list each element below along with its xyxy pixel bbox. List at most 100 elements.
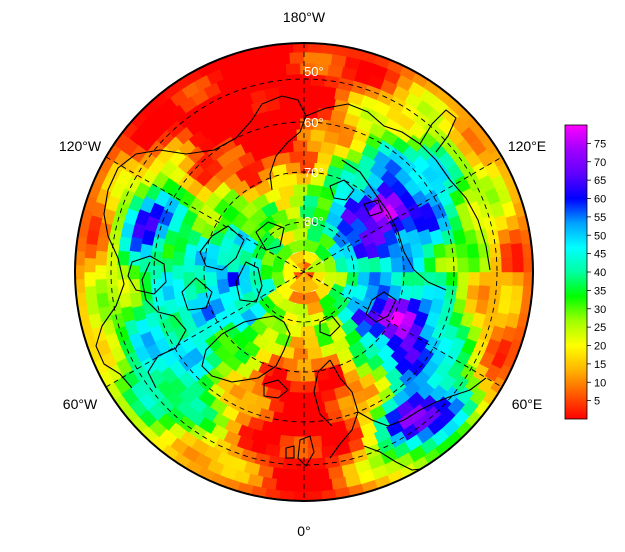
coastline-greenland: [201, 315, 291, 383]
colorbar-tick-label: 70: [594, 157, 606, 169]
field-cell: [479, 271, 492, 287]
field-cell: [300, 414, 316, 427]
colorbar-tick-label: 75: [594, 138, 606, 150]
field-cell: [390, 256, 404, 273]
field-cell: [292, 183, 309, 196]
colorbar-tick-label: 15: [594, 359, 606, 371]
field-cell: [468, 257, 481, 273]
field-cell: [288, 194, 305, 208]
coastline-kamchatka: [419, 109, 457, 153]
field-cell: [307, 84, 323, 98]
lat-label-60: 60°: [304, 115, 324, 130]
field-cell: [278, 84, 295, 98]
colorbar-tick-label: 65: [594, 175, 606, 187]
field-cell: [307, 446, 323, 460]
colorbar-ramp: [564, 124, 588, 420]
coastline-alaska: [251, 95, 307, 191]
field-cell: [317, 478, 334, 492]
field-cell: [477, 285, 491, 302]
field-cell: [310, 128, 327, 142]
field-cell: [160, 271, 174, 287]
field-cell: [281, 73, 298, 87]
field-cell: [84, 242, 98, 259]
field-cell: [523, 257, 533, 273]
field-cell: [501, 271, 514, 287]
field-cell: [501, 257, 514, 273]
field-cell: [281, 457, 298, 471]
field-cell: [94, 264, 107, 280]
field-cell: [446, 271, 459, 287]
lat-label-70: 70°: [304, 165, 324, 180]
field-cell: [289, 51, 305, 64]
field-cell: [457, 257, 470, 273]
field-cell: [488, 242, 502, 259]
colorbar-tick-label: 45: [594, 249, 606, 261]
field-cell: [488, 285, 502, 302]
field-cell: [510, 242, 524, 259]
field-cell: [512, 257, 525, 273]
lon-label-right-upper: 120°E: [508, 138, 546, 154]
colorbar: 75 70 65 60 55 50 45 40 35 30 25 20 15 10 5: [564, 124, 606, 420]
field-cell: [285, 117, 301, 131]
field-cell: [510, 285, 524, 302]
field-cell: [446, 257, 459, 273]
colorbar-tick-label: 10: [594, 377, 606, 389]
lon-label-right-lower: 60°E: [512, 396, 543, 412]
field-cell: [306, 139, 323, 153]
colorbar-ticks: 75 70 65 60 55 50 45 40 35 30 25 20 15 10 5: [587, 138, 606, 408]
colorbar-tick-label: 30: [594, 304, 606, 316]
field-cell: [182, 257, 196, 273]
field-cell: [423, 257, 437, 273]
field-cell: [292, 392, 308, 405]
field-cell: [94, 250, 108, 266]
field-cell: [477, 242, 491, 259]
graticule: [105, 43, 503, 501]
field-cell: [379, 271, 393, 288]
field-cell: [285, 468, 301, 482]
colorbar-tick-label: 55: [594, 212, 606, 224]
field-cell: [204, 271, 218, 288]
field-cell: [306, 183, 323, 198]
field-cell: [260, 263, 272, 281]
field-cell: [285, 62, 301, 76]
field-cell: [466, 243, 480, 259]
field-cell: [278, 434, 295, 449]
field-cell: [306, 346, 323, 361]
field-cell: [127, 250, 141, 266]
coastline-svalbard: [319, 315, 341, 337]
field-cell: [291, 227, 309, 241]
colorbar-tick-label: 40: [594, 267, 606, 279]
field-cell: [455, 242, 469, 259]
coastline-arctic-islands: [181, 221, 285, 311]
field-cell: [368, 271, 382, 288]
coastline-new-siberian-islands: [329, 179, 383, 217]
field-cell: [271, 63, 288, 77]
field-cell: [307, 490, 323, 501]
field-cell: [271, 467, 288, 481]
lon-label-left-lower: 60°W: [63, 396, 98, 412]
field-cell: [466, 285, 480, 301]
field-cell: [303, 480, 319, 493]
field-cell: [171, 264, 184, 280]
colorbar-tick-label: 60: [594, 194, 606, 206]
field-cell: [289, 380, 305, 394]
field-cell: [292, 84, 308, 97]
colorbar-tick-label: 50: [594, 230, 606, 242]
field-cell: [303, 380, 319, 394]
meridian-120-300: [105, 156, 503, 388]
field-cell: [468, 271, 481, 287]
field-cell: [303, 425, 319, 438]
colorbar-tick-label: 5: [594, 396, 600, 408]
coastline-british-isles: [285, 435, 315, 467]
field-cell: [317, 52, 334, 66]
field-cell: [499, 285, 513, 302]
field-cell: [523, 271, 533, 287]
field-cell: [390, 271, 404, 288]
field-cell: [281, 402, 298, 416]
field-cell: [274, 52, 291, 66]
field-cell: [292, 447, 308, 460]
field-cell: [300, 469, 316, 482]
field-cell: [105, 257, 118, 273]
field-cell: [368, 256, 382, 273]
